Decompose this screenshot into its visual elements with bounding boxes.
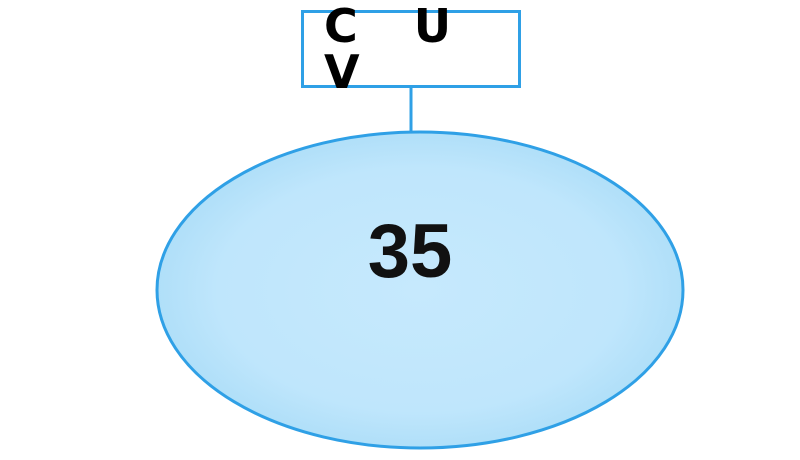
value-text: 35	[367, 209, 453, 294]
value-oval	[155, 130, 685, 450]
label-box: C U V	[301, 3, 521, 95]
label-text: C U V	[324, 0, 472, 99]
